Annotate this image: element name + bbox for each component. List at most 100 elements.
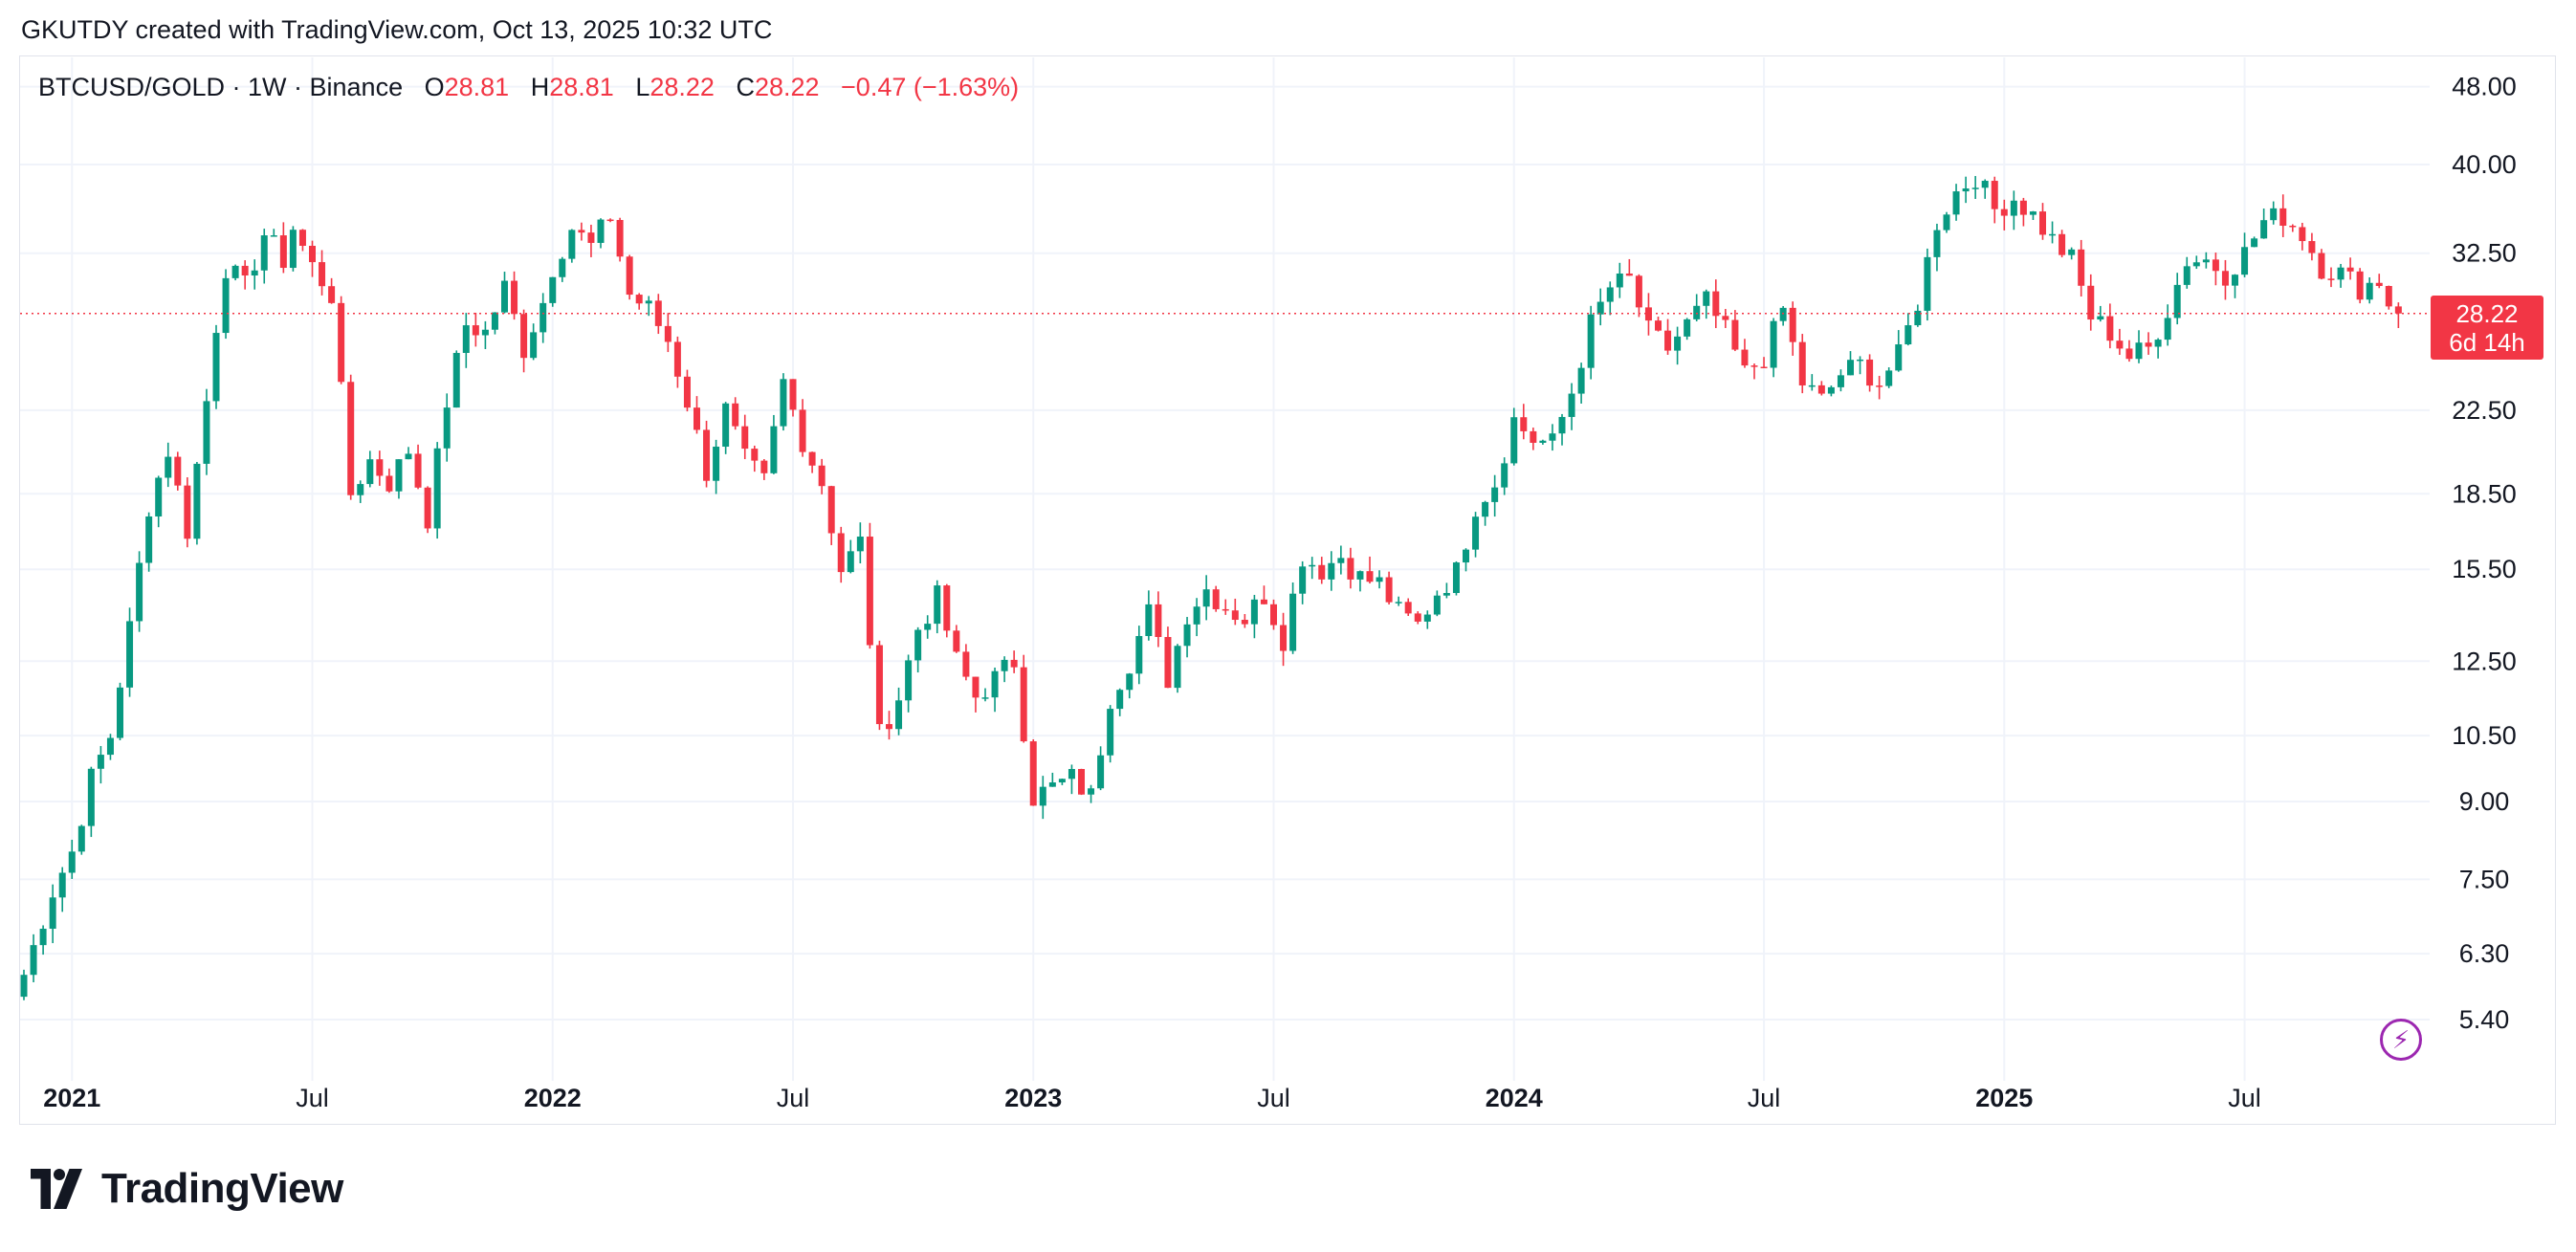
candle-body[interactable] <box>395 459 403 492</box>
candle-body[interactable] <box>760 460 768 473</box>
candle-body[interactable] <box>1414 613 1421 622</box>
candle-body[interactable] <box>827 486 835 534</box>
candle-body[interactable] <box>289 230 297 269</box>
candle-body[interactable] <box>1539 440 1547 443</box>
candle-body[interactable] <box>491 312 498 330</box>
candle-body[interactable] <box>1463 549 1469 563</box>
candle-body[interactable] <box>1452 562 1460 593</box>
candle-body[interactable] <box>1644 307 1652 321</box>
candle-body[interactable] <box>2251 238 2258 248</box>
candle-body[interactable] <box>962 651 970 677</box>
candle-body[interactable] <box>1712 291 1720 317</box>
candle-body[interactable] <box>433 448 441 529</box>
candle-body[interactable] <box>1423 614 1431 622</box>
candle-body[interactable] <box>2337 267 2345 280</box>
candle-body[interactable] <box>1664 330 1672 351</box>
candle-body[interactable] <box>1001 659 1008 671</box>
candle-body[interactable] <box>2078 249 2085 286</box>
candle-body[interactable] <box>1722 316 1729 320</box>
candle-body[interactable] <box>1328 562 1335 580</box>
candle-body[interactable] <box>616 219 624 257</box>
candle-body[interactable] <box>1914 310 1922 326</box>
candle-body[interactable] <box>2097 316 2104 320</box>
candle-body[interactable] <box>1174 646 1181 689</box>
candle-body[interactable] <box>1222 608 1229 611</box>
candle-body[interactable] <box>481 329 489 336</box>
candle-body[interactable] <box>1924 256 1931 311</box>
candle-body[interactable] <box>126 621 134 688</box>
candle-body[interactable] <box>1510 417 1518 464</box>
candle-body[interactable] <box>1116 690 1124 710</box>
candle-body[interactable] <box>664 325 672 342</box>
candle-body[interactable] <box>251 270 258 276</box>
candle-body[interactable] <box>414 453 422 488</box>
candle-body[interactable] <box>703 429 711 481</box>
candle-body[interactable] <box>1991 181 1998 209</box>
candle-body[interactable] <box>2366 282 2373 300</box>
candle-body[interactable] <box>606 219 614 222</box>
candle-body[interactable] <box>1885 370 1893 386</box>
tradingview-logo[interactable]: TradingView <box>23 1165 343 1213</box>
candle-body[interactable] <box>1048 782 1056 787</box>
candle-body[interactable] <box>2260 220 2268 239</box>
candle-body[interactable] <box>1376 577 1383 582</box>
candle-body[interactable] <box>97 755 104 769</box>
candle-body[interactable] <box>789 379 797 410</box>
candle-body[interactable] <box>2049 233 2057 236</box>
candle-body[interactable] <box>2385 286 2392 307</box>
candle-body[interactable] <box>462 325 470 353</box>
candle-body[interactable] <box>2087 285 2095 320</box>
candle-body[interactable] <box>1010 659 1018 668</box>
candle-body[interactable] <box>424 487 431 529</box>
candle-body[interactable] <box>2192 262 2200 267</box>
candle-body[interactable] <box>1943 214 1950 231</box>
candle-body[interactable] <box>1635 275 1642 308</box>
candle-body[interactable] <box>1433 595 1441 615</box>
candle-body[interactable] <box>2346 267 2354 272</box>
candle-body[interactable] <box>328 286 336 303</box>
candle-body[interactable] <box>1625 273 1633 276</box>
candle-body[interactable] <box>1145 604 1153 636</box>
candle-body[interactable] <box>972 676 980 698</box>
candle-body[interactable] <box>1962 188 1970 192</box>
candle-body[interactable] <box>145 516 153 563</box>
candle-body[interactable] <box>511 280 518 315</box>
candle-body[interactable] <box>597 219 605 243</box>
candle-body[interactable] <box>2135 342 2143 360</box>
candle-body[interactable] <box>106 737 114 756</box>
candle-body[interactable] <box>2059 233 2066 255</box>
candle-body[interactable] <box>405 453 412 460</box>
candle-body[interactable] <box>1212 589 1220 609</box>
candle-body[interactable] <box>905 660 913 701</box>
candle-body[interactable] <box>875 645 883 725</box>
candle-body[interactable] <box>856 537 864 552</box>
candle-body[interactable] <box>2106 316 2114 341</box>
candle-body[interactable] <box>683 376 691 408</box>
candle-body[interactable] <box>136 562 143 622</box>
candle-body[interactable] <box>1857 359 1864 362</box>
candle-body[interactable] <box>722 403 730 448</box>
candle-body[interactable] <box>837 533 845 573</box>
candle-body[interactable] <box>241 265 249 276</box>
candle-body[interactable] <box>713 447 720 481</box>
candle-body[interactable] <box>1606 287 1614 302</box>
candle-body[interactable] <box>2299 227 2306 242</box>
candle-body[interactable] <box>1837 375 1844 387</box>
candle-body[interactable] <box>376 459 384 476</box>
symbol-label[interactable]: BTCUSD/GOLD · 1W · Binance <box>38 73 404 101</box>
candle-body[interactable] <box>520 314 528 359</box>
candle-body[interactable] <box>924 624 932 630</box>
candle-body[interactable] <box>1568 393 1575 417</box>
candle-body[interactable] <box>2327 278 2335 280</box>
candle-body[interactable] <box>1895 344 1903 371</box>
candle-body[interactable] <box>1442 592 1450 596</box>
candle-body[interactable] <box>231 265 239 278</box>
candle-body[interactable] <box>2154 340 2162 347</box>
candle-body[interactable] <box>77 825 85 852</box>
candle-body[interactable] <box>443 407 451 449</box>
candle-body[interactable] <box>165 456 172 478</box>
candle-body[interactable] <box>539 302 547 333</box>
candle-body[interactable] <box>20 975 28 998</box>
candle-body[interactable] <box>991 670 999 698</box>
candle-body[interactable] <box>1385 577 1393 603</box>
